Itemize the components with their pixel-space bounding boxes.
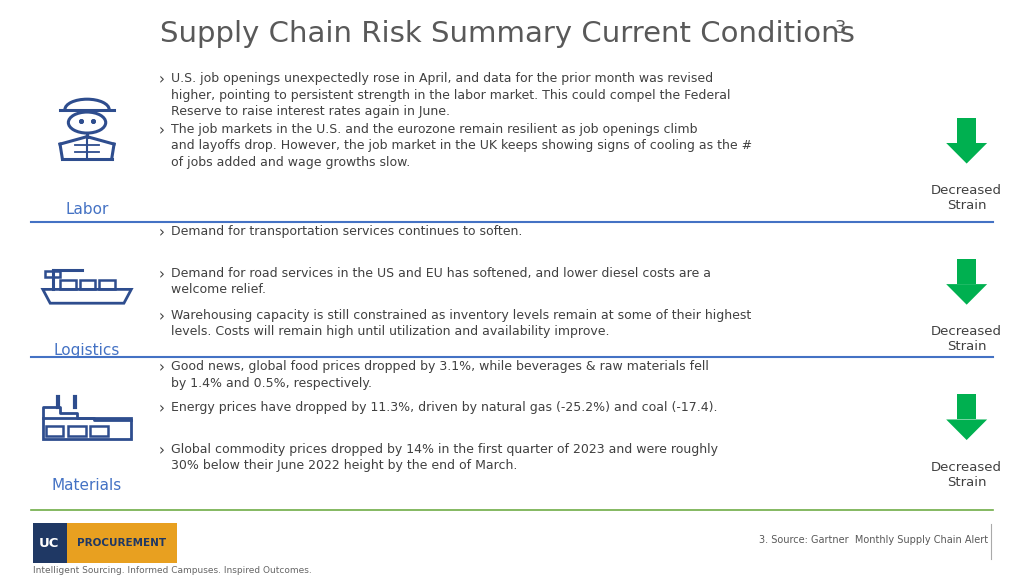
Text: Demand for road services in the US and EU has softened, and lower diesel costs a: Demand for road services in the US and E… [171, 267, 711, 296]
Text: Decreased
Strain: Decreased Strain [931, 325, 1002, 354]
FancyBboxPatch shape [956, 394, 977, 419]
Text: ›: › [159, 443, 165, 458]
Text: Decreased
Strain: Decreased Strain [931, 461, 1002, 489]
Text: Labor: Labor [66, 202, 109, 217]
FancyBboxPatch shape [67, 523, 177, 563]
Text: Supply Chain Risk Summary Current Conditions: Supply Chain Risk Summary Current Condit… [160, 20, 864, 48]
Text: ›: › [159, 123, 165, 138]
Text: Demand for transportation services continues to soften.: Demand for transportation services conti… [171, 225, 522, 238]
Text: Decreased
Strain: Decreased Strain [931, 184, 1002, 213]
Text: The job markets in the U.S. and the eurozone remain resilient as job openings cl: The job markets in the U.S. and the euro… [171, 123, 753, 169]
Text: ›: › [159, 401, 165, 416]
Text: ›: › [159, 309, 165, 324]
Polygon shape [946, 143, 987, 164]
Text: Materials: Materials [52, 478, 122, 493]
Text: 3. Source: Gartner  Monthly Supply Chain Alert: 3. Source: Gartner Monthly Supply Chain … [759, 535, 988, 545]
Polygon shape [946, 284, 987, 305]
Text: ›: › [159, 267, 165, 282]
Text: Global commodity prices dropped by 14% in the first quarter of 2023 and were rou: Global commodity prices dropped by 14% i… [171, 443, 718, 472]
Text: Intelligent Sourcing. Informed Campuses. Inspired Outcomes.: Intelligent Sourcing. Informed Campuses.… [33, 566, 311, 575]
Text: 3: 3 [835, 19, 846, 37]
Polygon shape [946, 419, 987, 440]
FancyBboxPatch shape [33, 523, 67, 563]
Text: Energy prices have dropped by 11.3%, driven by natural gas (-25.2%) and coal (-1: Energy prices have dropped by 11.3%, dri… [171, 401, 718, 415]
Text: ›: › [159, 72, 165, 87]
Text: Warehousing capacity is still constrained as inventory levels remain at some of : Warehousing capacity is still constraine… [171, 309, 752, 338]
Text: ›: › [159, 360, 165, 375]
Text: Logistics: Logistics [54, 343, 120, 358]
Text: ›: › [159, 225, 165, 240]
FancyBboxPatch shape [956, 259, 977, 284]
Text: Good news, global food prices dropped by 3.1%, while beverages & raw materials f: Good news, global food prices dropped by… [171, 360, 709, 389]
Text: PROCUREMENT: PROCUREMENT [77, 538, 167, 548]
Text: UC: UC [39, 537, 59, 550]
FancyBboxPatch shape [956, 118, 977, 143]
Text: U.S. job openings unexpectedly rose in April, and data for the prior month was r: U.S. job openings unexpectedly rose in A… [171, 72, 730, 118]
